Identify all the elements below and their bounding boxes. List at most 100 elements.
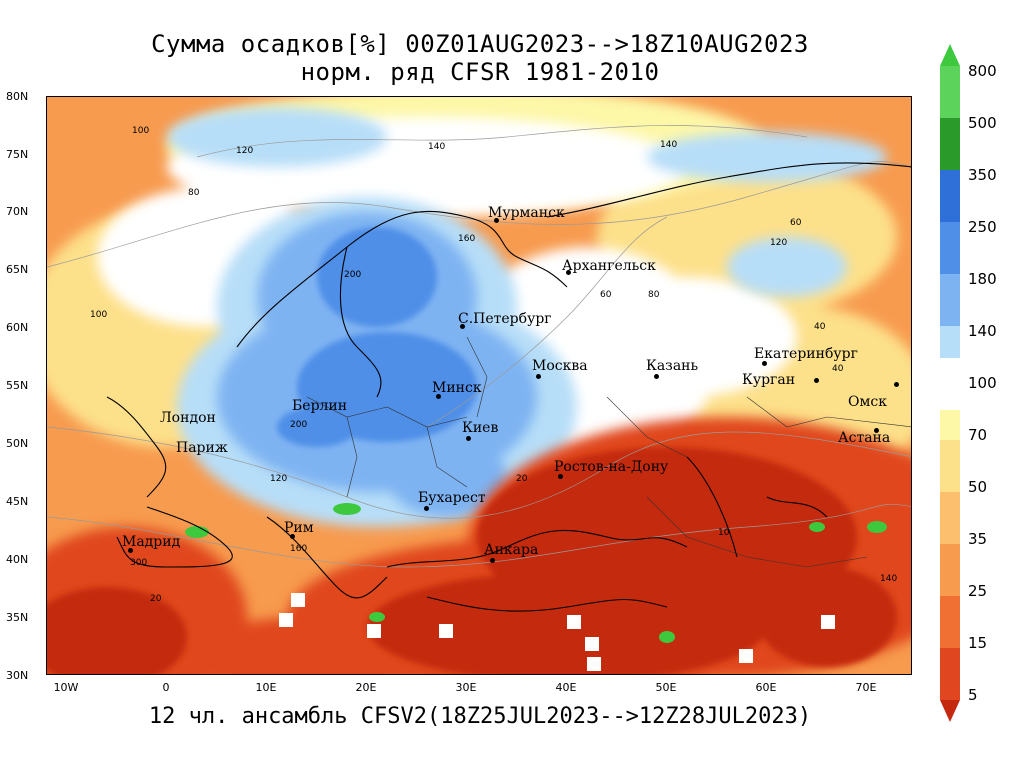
contour-label: 20	[150, 594, 162, 604]
city-rostov: Ростов-на-Дону	[554, 459, 669, 475]
city-dot	[654, 374, 659, 379]
city-dot	[424, 506, 429, 511]
lon-label-20e: 20E	[355, 681, 377, 694]
borders	[306, 336, 911, 568]
contour-label: 160	[290, 544, 308, 554]
contour-label: 80	[648, 290, 660, 300]
contour-label: 140	[660, 140, 678, 150]
legend-label: 35	[968, 530, 988, 548]
color-legend	[938, 44, 962, 724]
lon-label-10e: 10E	[255, 681, 277, 694]
lon-label-60e: 60E	[755, 681, 777, 694]
legend-label: 15	[968, 634, 988, 652]
city-ankara: Анкара	[484, 542, 539, 558]
lat-label-80n: 80N	[6, 90, 29, 103]
contour-label: 100	[90, 310, 108, 320]
city-dot	[894, 382, 899, 387]
legend-label: 70	[968, 426, 988, 444]
legend-label: 5	[968, 686, 978, 704]
lon-label-0: 0	[162, 681, 170, 694]
contour-label: 300	[130, 558, 148, 568]
missing-data-cells	[279, 593, 835, 671]
lat-label-45n: 45N	[6, 495, 29, 508]
city-st-petersburg: С.Петербург	[458, 311, 552, 327]
legend-label: 140	[968, 322, 997, 340]
contour-label: 20	[516, 474, 528, 484]
contour-label: 140	[880, 574, 898, 584]
precipitation-anomaly-map	[46, 96, 912, 675]
lat-label-70n: 70N	[6, 205, 29, 218]
contour-label: 60	[790, 218, 802, 228]
city-kurgan: Курган	[742, 372, 796, 388]
lon-label-40e: 40E	[555, 681, 577, 694]
contour-lines	[47, 125, 911, 568]
city-dot	[558, 474, 563, 479]
contour-label: 200	[290, 420, 308, 430]
city-dot	[290, 534, 295, 539]
city-rome: Рим	[284, 520, 314, 536]
lat-label-50n: 50N	[6, 437, 29, 450]
contour-label: 80	[188, 188, 200, 198]
legend-label: 250	[968, 218, 997, 236]
legend-label: 180	[968, 270, 997, 288]
city-dot	[762, 361, 767, 366]
lat-label-65n: 65N	[6, 263, 29, 276]
contour-label: 60	[600, 290, 612, 300]
chart-title: Сумма осадков[%] 00Z01AUG2023-->18Z10AUG…	[151, 30, 809, 58]
legend-label-middle: 100	[968, 374, 997, 392]
city-dot	[490, 558, 495, 563]
city-madrid: Мадрид	[122, 534, 181, 550]
legend-top-arrow	[940, 44, 960, 66]
city-kiev: Киев	[462, 420, 499, 436]
contour-label: 40	[832, 364, 844, 374]
lat-label-40n: 40N	[6, 553, 29, 566]
ensemble-footer: 12 чл. ансамбль CFSV2(18Z25JUL2023-->12Z…	[148, 704, 812, 729]
city-astana: Астана	[838, 430, 891, 446]
city-dot	[460, 324, 465, 329]
contour-label: 40	[814, 322, 826, 332]
contour-label: 120	[770, 238, 788, 248]
city-dot	[494, 218, 499, 223]
city-murmansk: Мурманск	[488, 205, 565, 221]
contour-label: 10	[718, 528, 730, 538]
legend-label: 350	[968, 166, 997, 184]
chart-subtitle: норм. ряд CFSR 1981-2010	[300, 58, 660, 86]
contour-label: 200	[344, 270, 362, 280]
lat-label-75n: 75N	[6, 148, 29, 161]
city-dot	[536, 374, 541, 379]
legend-label: 500	[968, 114, 997, 132]
city-dot	[436, 394, 441, 399]
lat-label-35n: 35N	[6, 611, 29, 624]
lat-label-60n: 60N	[6, 321, 29, 334]
contour-label: 120	[236, 146, 254, 156]
city-dot	[814, 378, 819, 383]
city-london: Лондон	[160, 410, 216, 426]
city-moscow: Москва	[532, 358, 588, 374]
lon-label-50e: 50E	[655, 681, 677, 694]
city-ekaterinburg: Екатеринбург	[754, 346, 858, 362]
extreme-wet-spots	[185, 503, 887, 643]
lon-label-30e: 30E	[455, 681, 477, 694]
city-bucharest: Бухарест	[418, 490, 486, 506]
contour-label: 120	[270, 474, 288, 484]
lat-label-55n: 55N	[6, 379, 29, 392]
lon-label-70e: 70E	[855, 681, 877, 694]
city-arkhangelsk: Архангельск	[562, 258, 656, 274]
legend-label: 800	[968, 62, 997, 80]
city-kazan: Казань	[646, 358, 699, 374]
city-berlin: Берлин	[292, 398, 348, 414]
coastlines	[106, 162, 911, 612]
city-dot	[874, 428, 879, 433]
city-dot	[566, 270, 571, 275]
contour-label: 100	[132, 126, 150, 136]
contour-label: 160	[458, 234, 476, 244]
city-omsk: Омск	[848, 394, 887, 410]
legend-label: 25	[968, 582, 988, 600]
map-canvas	[47, 97, 911, 674]
legend-bottom-arrow	[940, 700, 960, 722]
city-minsk: Минск	[432, 380, 482, 396]
contour-label: 140	[428, 142, 446, 152]
city-dot	[466, 436, 471, 441]
city-paris: Париж	[176, 440, 228, 456]
legend-label: 50	[968, 478, 988, 496]
